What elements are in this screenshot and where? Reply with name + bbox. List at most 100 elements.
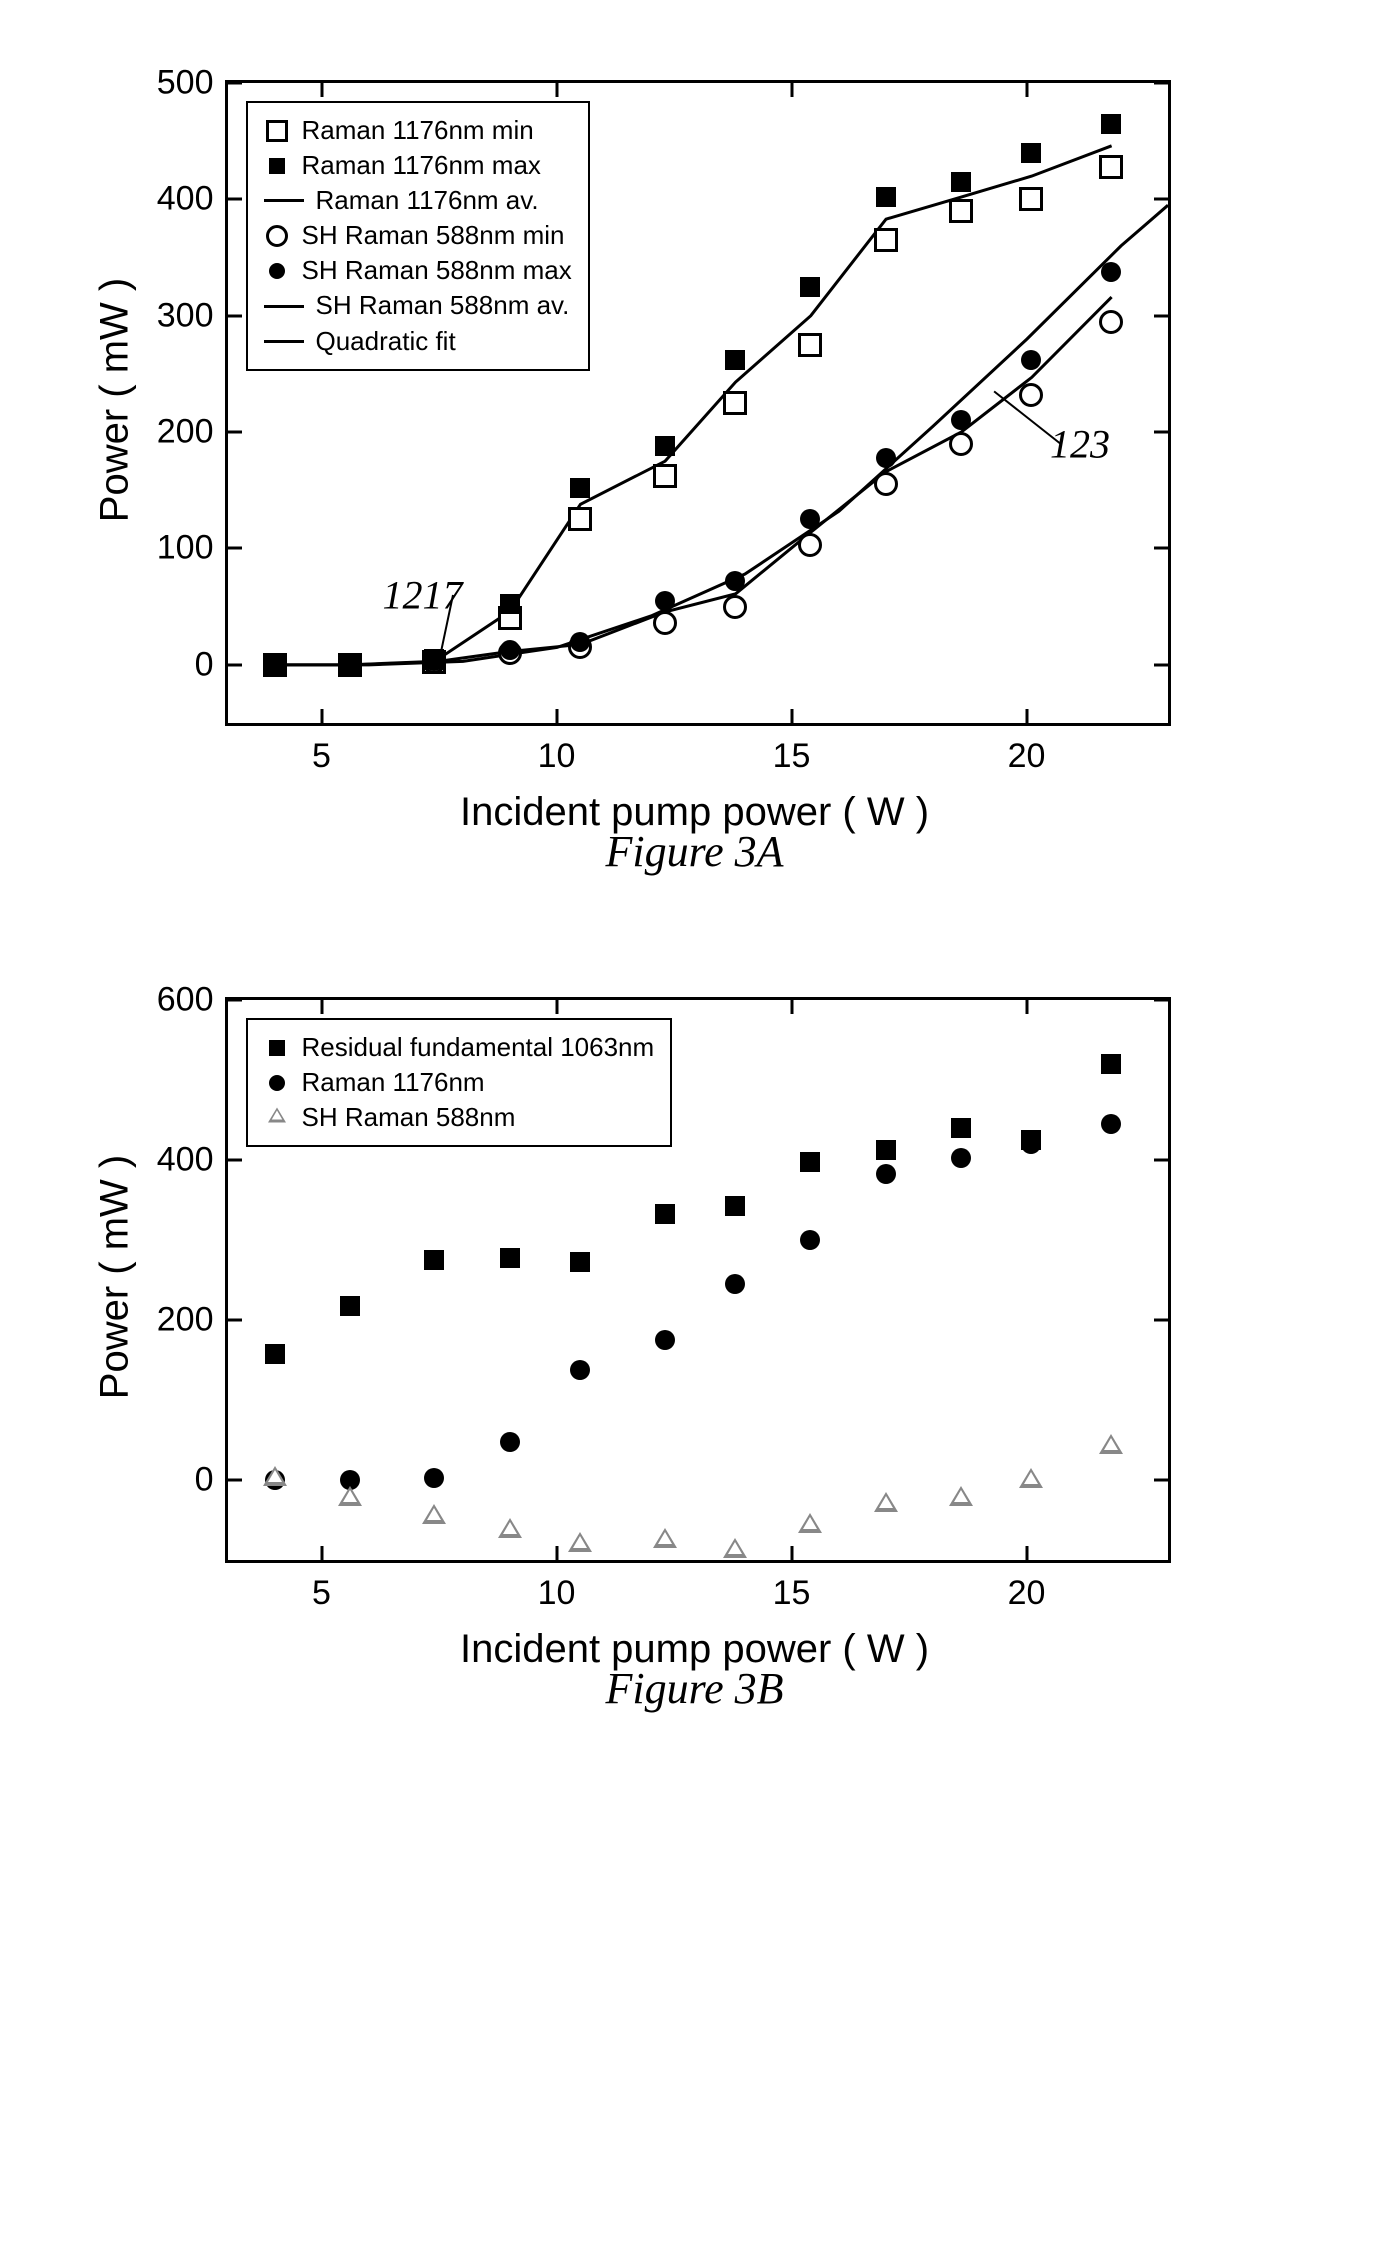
y-axis-title-b: Power ( mW ) [92,1155,137,1399]
data-point [798,333,822,357]
ytick-label: 100 [157,529,228,568]
legend-label: SH Raman 588nm [302,1100,516,1135]
data-point [424,1250,444,1270]
ytick-label: 0 [195,1461,228,1500]
data-point [655,436,675,456]
xtick-label: 5 [312,1560,331,1613]
data-point [874,472,898,496]
x-axis-title-b: Incident pump power ( W ) [460,1627,929,1672]
legend-label: Residual fundamental 1063nm [302,1030,655,1065]
data-point [498,1518,522,1538]
ytick-label: 600 [157,981,228,1020]
data-point [500,1248,520,1268]
data-point [725,1274,745,1294]
data-point [1099,1434,1123,1454]
data-point [570,1252,590,1272]
ytick-label: 400 [157,1141,228,1180]
xtick-label: 20 [1008,1560,1046,1613]
data-point [951,410,971,430]
data-point [951,172,971,192]
ytick-label: 0 [195,645,228,684]
data-point [424,651,444,671]
data-point [723,595,747,619]
legend-item: SH Raman 588nm av. [264,288,572,323]
xtick-label: 5 [312,723,331,776]
figure-3b: Residual fundamental 1063nmRaman 1176nmS… [45,997,1345,1714]
data-point [876,1164,896,1184]
data-point [1019,383,1043,407]
data-point [500,1432,520,1452]
legend-item: Quadratic fit [264,324,572,359]
data-point [568,507,592,531]
legend-item: Raman 1176nm min [264,113,572,148]
data-point [876,448,896,468]
data-point [800,1152,820,1172]
legend-item: Raman 1176nm av. [264,183,572,218]
ytick-label: 400 [157,180,228,219]
figure-container: Raman 1176nm minRaman 1176nm maxRaman 11… [45,80,1345,1714]
legend-item: SH Raman 588nm [264,1100,655,1135]
data-point [725,571,745,591]
legend-label: Raman 1176nm av. [316,183,539,218]
data-point [723,391,747,415]
data-point [876,187,896,207]
legend-item: Raman 1176nm max [264,148,572,183]
legend-item: SH Raman 588nm min [264,218,572,253]
data-point [340,655,360,675]
data-point [798,533,822,557]
ytick-label: 300 [157,296,228,335]
data-point [1021,143,1041,163]
ytick-label: 200 [157,1301,228,1340]
chart-frame-a: Raman 1176nm minRaman 1176nm maxRaman 11… [225,80,1171,726]
x-axis-title-a: Incident pump power ( W ) [460,790,929,835]
data-point [725,350,745,370]
data-point [1021,350,1041,370]
xtick-label: 20 [1008,723,1046,776]
xtick-label: 10 [538,1560,576,1613]
xtick-label: 15 [773,1560,811,1613]
data-point [1021,1134,1041,1154]
data-point [570,632,590,652]
data-point [951,1118,971,1138]
annotation: 1217 [383,572,463,619]
data-point [800,509,820,529]
data-point [263,1466,287,1486]
data-point [876,1140,896,1160]
data-point [500,594,520,614]
data-point [424,1468,444,1488]
legend-label: Raman 1176nm min [302,113,534,148]
data-point [874,1492,898,1512]
data-point [655,1204,675,1224]
data-point [800,1230,820,1250]
ytick-label: 500 [157,64,228,103]
annotation: 123 [1050,420,1110,467]
legend-a: Raman 1176nm minRaman 1176nm maxRaman 11… [246,101,590,371]
chart-frame-b: Residual fundamental 1063nmRaman 1176nmS… [225,997,1171,1563]
data-point [500,640,520,660]
ytick-label: 200 [157,413,228,452]
data-point [1101,262,1121,282]
data-point [338,1486,362,1506]
data-point [265,1344,285,1364]
data-point [1019,1468,1043,1488]
data-point [570,1360,590,1380]
data-point [949,1486,973,1506]
data-point [1019,187,1043,211]
legend-label: Raman 1176nm max [302,148,541,183]
xtick-label: 15 [773,723,811,776]
data-point [265,655,285,675]
data-point [570,478,590,498]
data-point [653,1528,677,1548]
data-point [949,432,973,456]
data-point [951,1148,971,1168]
data-point [874,228,898,252]
data-point [1099,310,1123,334]
legend-label: SH Raman 588nm min [302,218,565,253]
y-axis-title-a: Power ( mW ) [92,278,137,522]
data-point [655,591,675,611]
data-point [653,611,677,635]
figure-3a: Raman 1176nm minRaman 1176nm maxRaman 11… [45,80,1345,877]
legend-b: Residual fundamental 1063nmRaman 1176nmS… [246,1018,673,1147]
data-point [1101,1114,1121,1134]
legend-label: Raman 1176nm [302,1065,485,1100]
